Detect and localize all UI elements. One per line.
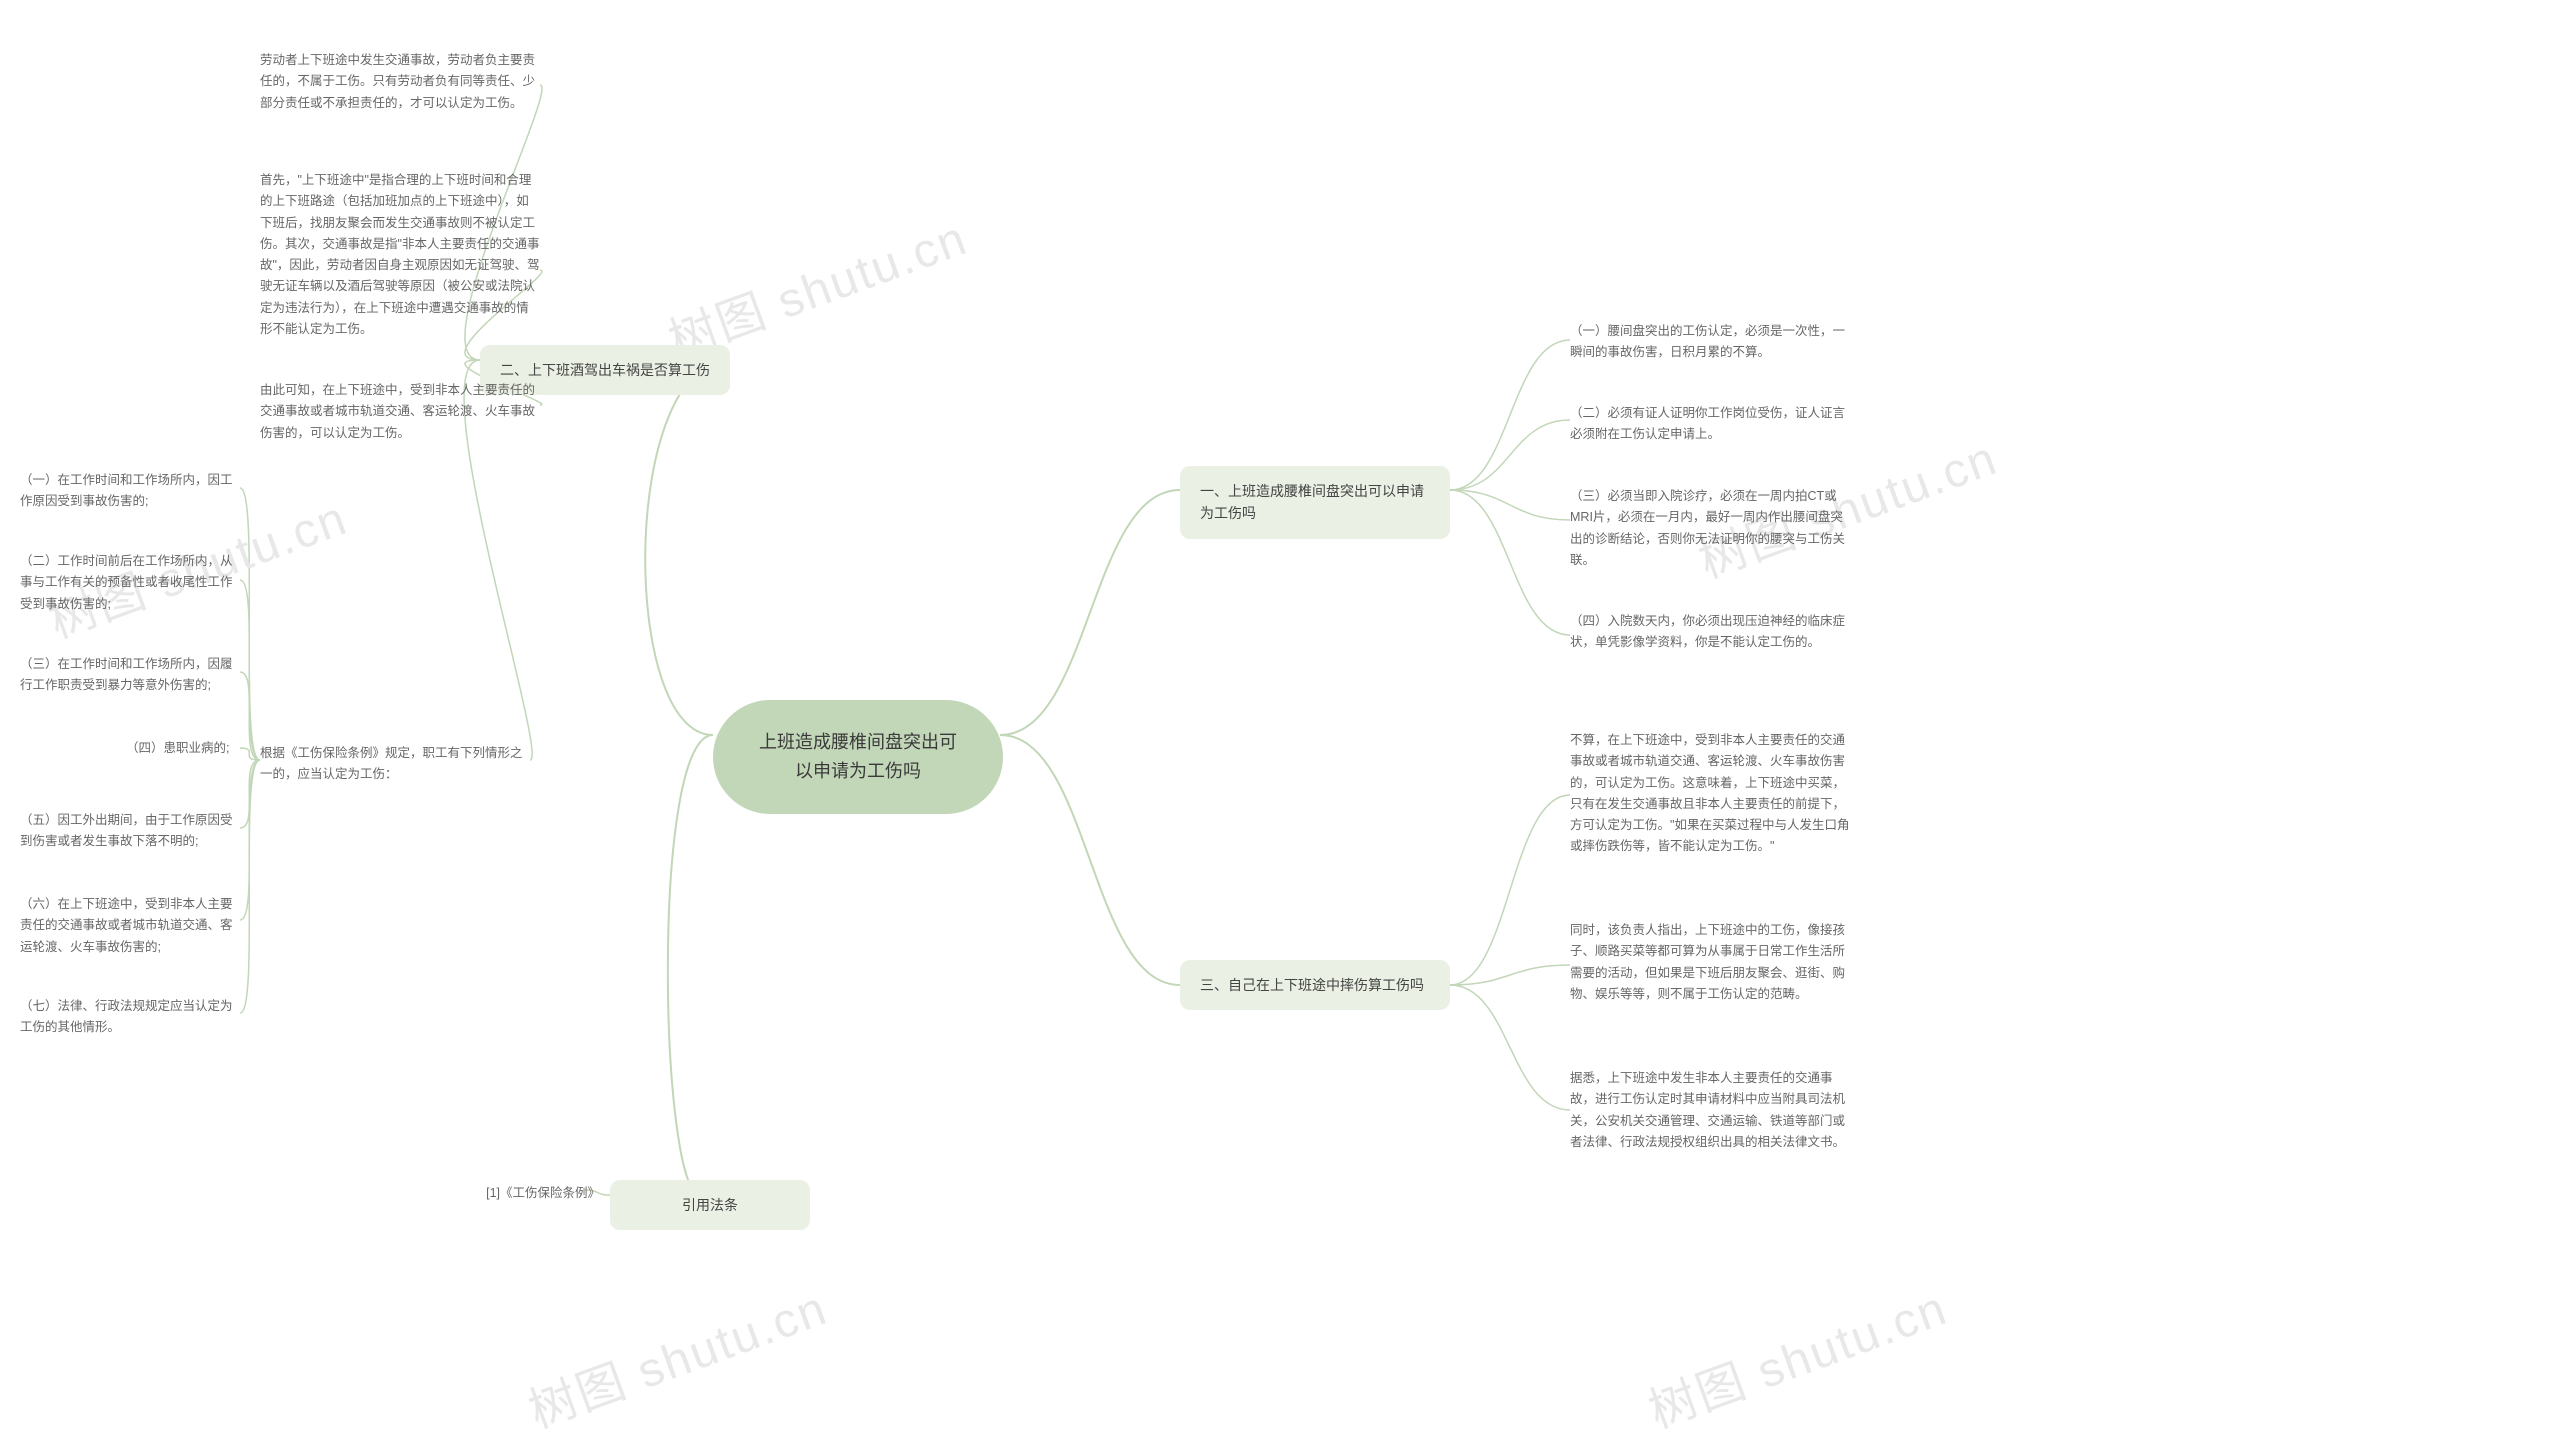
branch-4[interactable]: 引用法条 xyxy=(610,1180,810,1230)
leaf-b2-2: 首先，"上下班途中"是指合理的上下班时间和合理的上下班路途（包括加班加点的上下班… xyxy=(260,170,540,340)
leaf-b2-1: 劳动者上下班途中发生交通事故，劳动者负主要责任的，不属于工伤。只有劳动者负有同等… xyxy=(260,50,540,114)
leaf-b2s-6: （六）在上下班途中，受到非本人主要责任的交通事故或者城市轨道交通、客运轮渡、火车… xyxy=(20,894,240,958)
leaf-b2s-2: （二）工作时间前后在工作场所内，从事与工作有关的预备性或者收尾性工作受到事故伤害… xyxy=(20,551,240,615)
leaf-b2s-5: （五）因工外出期间，由于工作原因受到伤害或者发生事故下落不明的; xyxy=(20,810,240,853)
watermark: 树图 shutu.cn xyxy=(517,1269,835,1442)
leaf-b2s-7: （七）法律、行政法规规定应当认定为工伤的其他情形。 xyxy=(20,996,240,1039)
branch-3[interactable]: 三、自己在上下班途中摔伤算工伤吗 xyxy=(1180,960,1450,1010)
branch-2-sub[interactable]: 根据《工伤保险条例》规定，职工有下列情形之一的，应当认定为工伤： xyxy=(260,743,530,786)
leaf-b2-3: 由此可知，在上下班途中，受到非本人主要责任的交通事故或者城市轨道交通、客运轮渡、… xyxy=(260,380,540,444)
leaf-b3-3: 据悉，上下班途中发生非本人主要责任的交通事故，进行工伤认定时其申请材料中应当附具… xyxy=(1570,1068,1850,1153)
leaf-b1-1: （一）腰间盘突出的工伤认定，必须是一次性，一瞬间的事故伤害，日积月累的不算。 xyxy=(1570,321,1850,364)
leaf-b1-4: （四）入院数天内，你必须出现压迫神经的临床症状，单凭影像学资料，你是不能认定工伤… xyxy=(1570,611,1850,654)
leaf-b2s-1: （一）在工作时间和工作场所内，因工作原因受到事故伤害的; xyxy=(20,470,240,513)
leaf-b4-1: [1]《工伤保险条例》 xyxy=(460,1183,600,1204)
center-node[interactable]: 上班造成腰椎间盘突出可以申请为工伤吗 xyxy=(713,700,1003,814)
leaf-b1-3: （三）必须当即入院诊疗，必须在一周内拍CT或MRI片，必须在一月内，最好一周内作… xyxy=(1570,486,1850,571)
branch-1[interactable]: 一、上班造成腰椎间盘突出可以申请为工伤吗 xyxy=(1180,466,1450,539)
leaf-b3-2: 同时，该负责人指出，上下班途中的工伤，像接孩子、顺路买菜等都可算为从事属于日常工… xyxy=(1570,920,1850,1005)
leaf-b2s-3: （三）在工作时间和工作场所内，因履行工作职责受到暴力等意外伤害的; xyxy=(20,654,240,697)
leaf-b3-1: 不算，在上下班途中，受到非本人主要责任的交通事故或者城市轨道交通、客运轮渡、火车… xyxy=(1570,730,1850,858)
leaf-b2s-4: （四）患职业病的; xyxy=(126,738,246,759)
leaf-b1-2: （二）必须有证人证明你工作岗位受伤，证人证言必须附在工伤认定申请上。 xyxy=(1570,403,1850,446)
watermark: 树图 shutu.cn xyxy=(1637,1269,1955,1442)
